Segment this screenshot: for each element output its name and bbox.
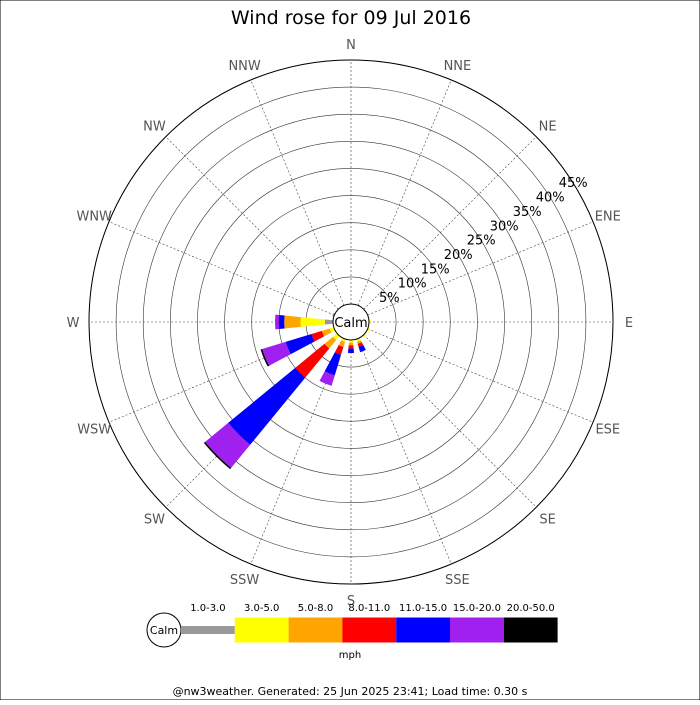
bar-segment-wsw — [311, 330, 325, 342]
grid-ring — [197, 168, 505, 476]
bar-segment-wsw — [260, 348, 270, 367]
bar-segment-s — [348, 339, 354, 343]
bar-segment-se — [362, 333, 367, 338]
direction-label-nne: NNE — [444, 59, 472, 74]
bar-segment-ssw — [324, 352, 342, 376]
calm-circle-shape — [332, 303, 370, 341]
legend-swatch — [450, 617, 504, 643]
radial-tick-label: 20% — [444, 248, 473, 263]
direction-label-nnw: NNW — [228, 59, 260, 74]
direction-label-s: S — [347, 594, 355, 609]
grid-spoke — [363, 334, 537, 508]
bar-segment-sw — [332, 333, 340, 341]
bar-segment-w — [300, 317, 325, 327]
bar-segment-s — [348, 342, 354, 346]
legend-bin-label: 1.0-3.0 — [190, 603, 225, 614]
legend-bin-label: 15.0-20.0 — [453, 603, 501, 614]
grid-spoke — [357, 338, 452, 565]
bar-segment-sw — [203, 441, 232, 470]
legend-bin-label: 3.0-5.0 — [244, 603, 279, 614]
bar-segment-sse — [357, 340, 362, 344]
bar-segment-sse — [358, 345, 366, 353]
grid-spoke — [367, 328, 594, 423]
radial-tick-label: 45% — [559, 176, 588, 191]
bar-segment-w — [278, 314, 285, 330]
bar-segment-sw — [295, 343, 330, 378]
bar-segment-ssw — [334, 345, 344, 355]
bar-segment-wsw — [321, 328, 332, 337]
bar-segment-ssw — [338, 340, 345, 347]
grid-spoke — [363, 136, 537, 310]
bar-segment-s — [347, 348, 355, 354]
direction-label-w: W — [67, 316, 80, 331]
bar-segment-sw — [228, 367, 306, 445]
bar-segment-ssw — [319, 371, 335, 386]
radial-tick-label: 10% — [398, 277, 427, 292]
direction-label-nw: NW — [143, 119, 166, 134]
bar-segment-sw — [324, 336, 337, 349]
direction-label-wsw: WSW — [77, 422, 111, 437]
bar-segment-w — [324, 319, 334, 325]
legend-swatch — [234, 617, 289, 643]
outer-ring — [88, 59, 614, 585]
bar-segment-ese — [366, 327, 370, 332]
grid-spoke — [357, 79, 452, 306]
legend-bin-label: 5.0-8.0 — [298, 603, 333, 614]
grid-spoke — [108, 221, 335, 316]
legend-swatch — [342, 617, 397, 643]
radial-tick-label: 5% — [379, 291, 400, 306]
bar-segment-wnw — [332, 312, 336, 317]
radial-tick-label: 40% — [536, 191, 565, 206]
bar-segment-wsw — [262, 341, 291, 366]
bar-segment-sse — [357, 342, 364, 347]
direction-label-sw: SW — [144, 513, 165, 528]
legend-bin-label: 11.0-15.0 — [399, 603, 447, 614]
legend-swatch — [503, 617, 558, 643]
grid-spoke — [250, 79, 345, 306]
legend-unit: mph — [339, 650, 361, 661]
legend-calm-label: Calm — [150, 624, 178, 637]
calm-label: Calm — [334, 316, 367, 331]
wind-bars — [203, 312, 371, 470]
direction-label-n: N — [346, 38, 356, 53]
direction-label-ese: ESE — [595, 422, 620, 437]
grid-ring — [170, 141, 532, 503]
grid-spoke — [367, 221, 594, 316]
radial-tick-labels: 5%10%15%20%25%30%35%40%45% — [379, 176, 588, 306]
legend-bin-label: 20.0-50.0 — [507, 603, 555, 614]
bar-segment-w — [284, 315, 301, 329]
bar-segment-wsw — [285, 334, 315, 355]
direction-labels: N NNE NE ENE E ESE SE SSE S SSW SW WSW W WNW NW NNW — [67, 38, 634, 609]
legend-swatch — [288, 617, 343, 643]
direction-label-sse: SSE — [445, 573, 470, 588]
radial-tick-label: 15% — [421, 262, 450, 277]
footer-text: @nw3weather. Generated: 25 Jun 2025 23:4… — [173, 685, 528, 698]
calm-circle: Calm — [332, 303, 370, 341]
legend-swatch — [396, 617, 450, 643]
radial-tick-label: 30% — [490, 219, 519, 234]
speed-legend: mph Calm 1.0-3.0 3.0-5.0 5.0-8.0 8.0-11.0 11.… — [146, 603, 558, 661]
chart-title: Wind rose for 09 Jul 2016 — [231, 7, 471, 29]
radial-tick-label: 25% — [467, 234, 496, 249]
legend-bin-label: 8.0-11.0 — [348, 603, 390, 614]
direction-label-e: E — [625, 316, 633, 331]
radial-tick-label: 35% — [513, 205, 542, 220]
direction-label-ne: NE — [539, 119, 557, 134]
grid-spoke — [165, 136, 339, 310]
bar-segment-sw — [205, 422, 251, 468]
legend-swatch — [181, 626, 235, 634]
direction-label-se: SE — [539, 513, 555, 528]
bar-segment-s — [348, 345, 354, 349]
direction-label-wnw: WNW — [76, 210, 112, 225]
direction-label-ssw: SSW — [230, 573, 260, 588]
direction-label-ene: ENE — [595, 210, 621, 225]
bar-segment-w — [274, 314, 280, 330]
